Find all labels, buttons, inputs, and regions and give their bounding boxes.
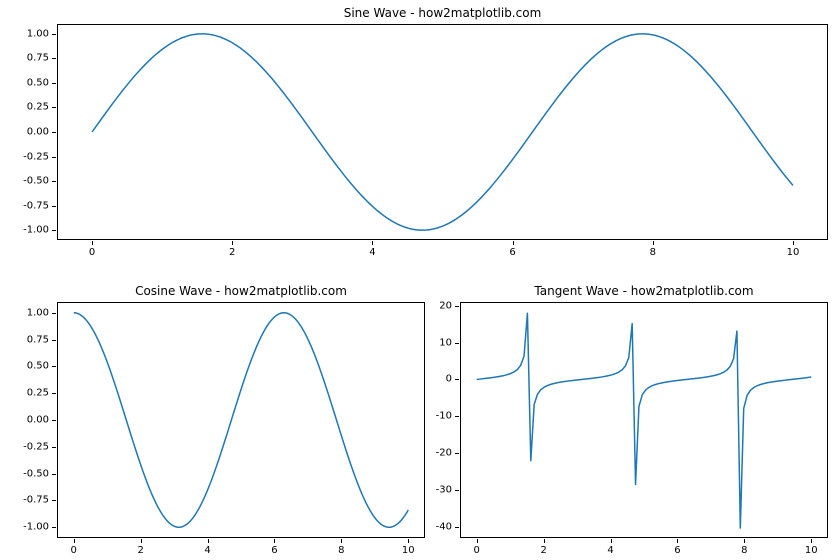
x-tick [677,539,678,543]
y-tick [52,230,56,231]
x-tick-label: 0 [71,545,77,556]
y-tick-label: 0 [446,374,452,385]
cosine-subplot: Cosine Wave - how2matplotlib.com 0246810… [57,302,425,538]
y-tick [52,340,56,341]
y-tick [455,379,459,380]
y-tick [52,83,56,84]
y-tick-label: -0.25 [23,441,49,452]
x-tick-label: 4 [369,247,375,258]
sine-title: Sine Wave - how2matplotlib.com [57,6,828,20]
x-tick [653,241,654,245]
y-tick-label: 1.00 [27,28,49,39]
y-tick-label: 0.00 [27,415,49,426]
y-tick-label: -0.50 [23,468,49,479]
y-tick-label: -0.25 [23,151,49,162]
y-tick-label: 0.25 [27,102,49,113]
y-tick-label: -0.75 [23,495,49,506]
x-tick-label: 4 [607,545,613,556]
x-tick [513,241,514,245]
x-tick [141,539,142,543]
sine-subplot: Sine Wave - how2matplotlib.com 0246810-1… [57,24,828,240]
sine-plot-area [57,24,828,240]
y-tick [52,181,56,182]
y-tick-label: 20 [439,300,452,311]
y-tick-label: -20 [436,448,452,459]
y-tick [52,447,56,448]
figure: Sine Wave - how2matplotlib.com 0 2 4 6 8 10 -1… [0,0,840,560]
x-tick [341,539,342,543]
sin-line [92,34,793,230]
y-tick-label: 0.50 [27,361,49,372]
x-tick [208,539,209,543]
y-tick [455,343,459,344]
cos-line [74,313,409,528]
y-tick [52,206,56,207]
cosine-plot-area [57,302,425,538]
y-tick [52,107,56,108]
y-tick [52,58,56,59]
x-tick [477,539,478,543]
tan-line [477,313,812,528]
x-tick-label: 6 [509,247,515,258]
y-tick [455,453,459,454]
y-tick [52,527,56,528]
y-tick [52,500,56,501]
x-tick-label: 10 [787,247,800,258]
x-tick-label: 8 [338,545,344,556]
x-tick-label: 4 [204,545,210,556]
tangent-subplot: Tangent Wave - how2matplotlib.com 024681… [460,302,828,538]
x-tick-label: 0 [474,545,480,556]
y-tick-label: 0.75 [27,53,49,64]
x-tick-label: 8 [650,247,656,258]
x-tick [372,241,373,245]
y-tick [455,416,459,417]
x-tick-label: 6 [271,545,277,556]
y-tick [52,132,56,133]
x-tick [232,241,233,245]
y-tick-label: -1.00 [23,522,49,533]
tangent-title: Tangent Wave - how2matplotlib.com [460,284,828,298]
y-tick [455,490,459,491]
x-tick-label: 10 [402,545,415,556]
y-tick [455,527,459,528]
y-tick-label: 0.25 [27,388,49,399]
x-tick-label: 2 [229,247,235,258]
y-tick-label: 10 [439,337,452,348]
x-tick [811,539,812,543]
y-tick [52,393,56,394]
y-tick-label: 0.75 [27,334,49,345]
y-tick [52,157,56,158]
y-tick-label: -40 [436,521,452,532]
y-tick-label: 1.00 [27,307,49,318]
y-tick [52,474,56,475]
x-tick [92,241,93,245]
x-tick-label: 8 [741,545,747,556]
y-tick-label: -1.00 [23,225,49,236]
x-tick [611,539,612,543]
y-tick-label: 0.50 [27,77,49,88]
y-tick-label: -0.50 [23,176,49,187]
x-tick [544,539,545,543]
x-tick [744,539,745,543]
x-tick [274,539,275,543]
y-tick [52,420,56,421]
y-tick-label: -0.75 [23,200,49,211]
x-tick [793,241,794,245]
y-tick-label: -30 [436,485,452,496]
x-tick-label: 10 [805,545,818,556]
y-tick [52,366,56,367]
x-tick-label: 2 [137,545,143,556]
x-tick-label: 2 [540,545,546,556]
y-tick-label: -10 [436,411,452,422]
x-tick [74,539,75,543]
y-tick [52,313,56,314]
x-tick [408,539,409,543]
cosine-title: Cosine Wave - how2matplotlib.com [57,284,425,298]
y-tick [52,34,56,35]
tangent-plot-area [460,302,828,538]
x-tick-label: 6 [674,545,680,556]
y-tick [455,306,459,307]
y-tick-label: 0.00 [27,127,49,138]
x-tick-label: 0 [89,247,95,258]
